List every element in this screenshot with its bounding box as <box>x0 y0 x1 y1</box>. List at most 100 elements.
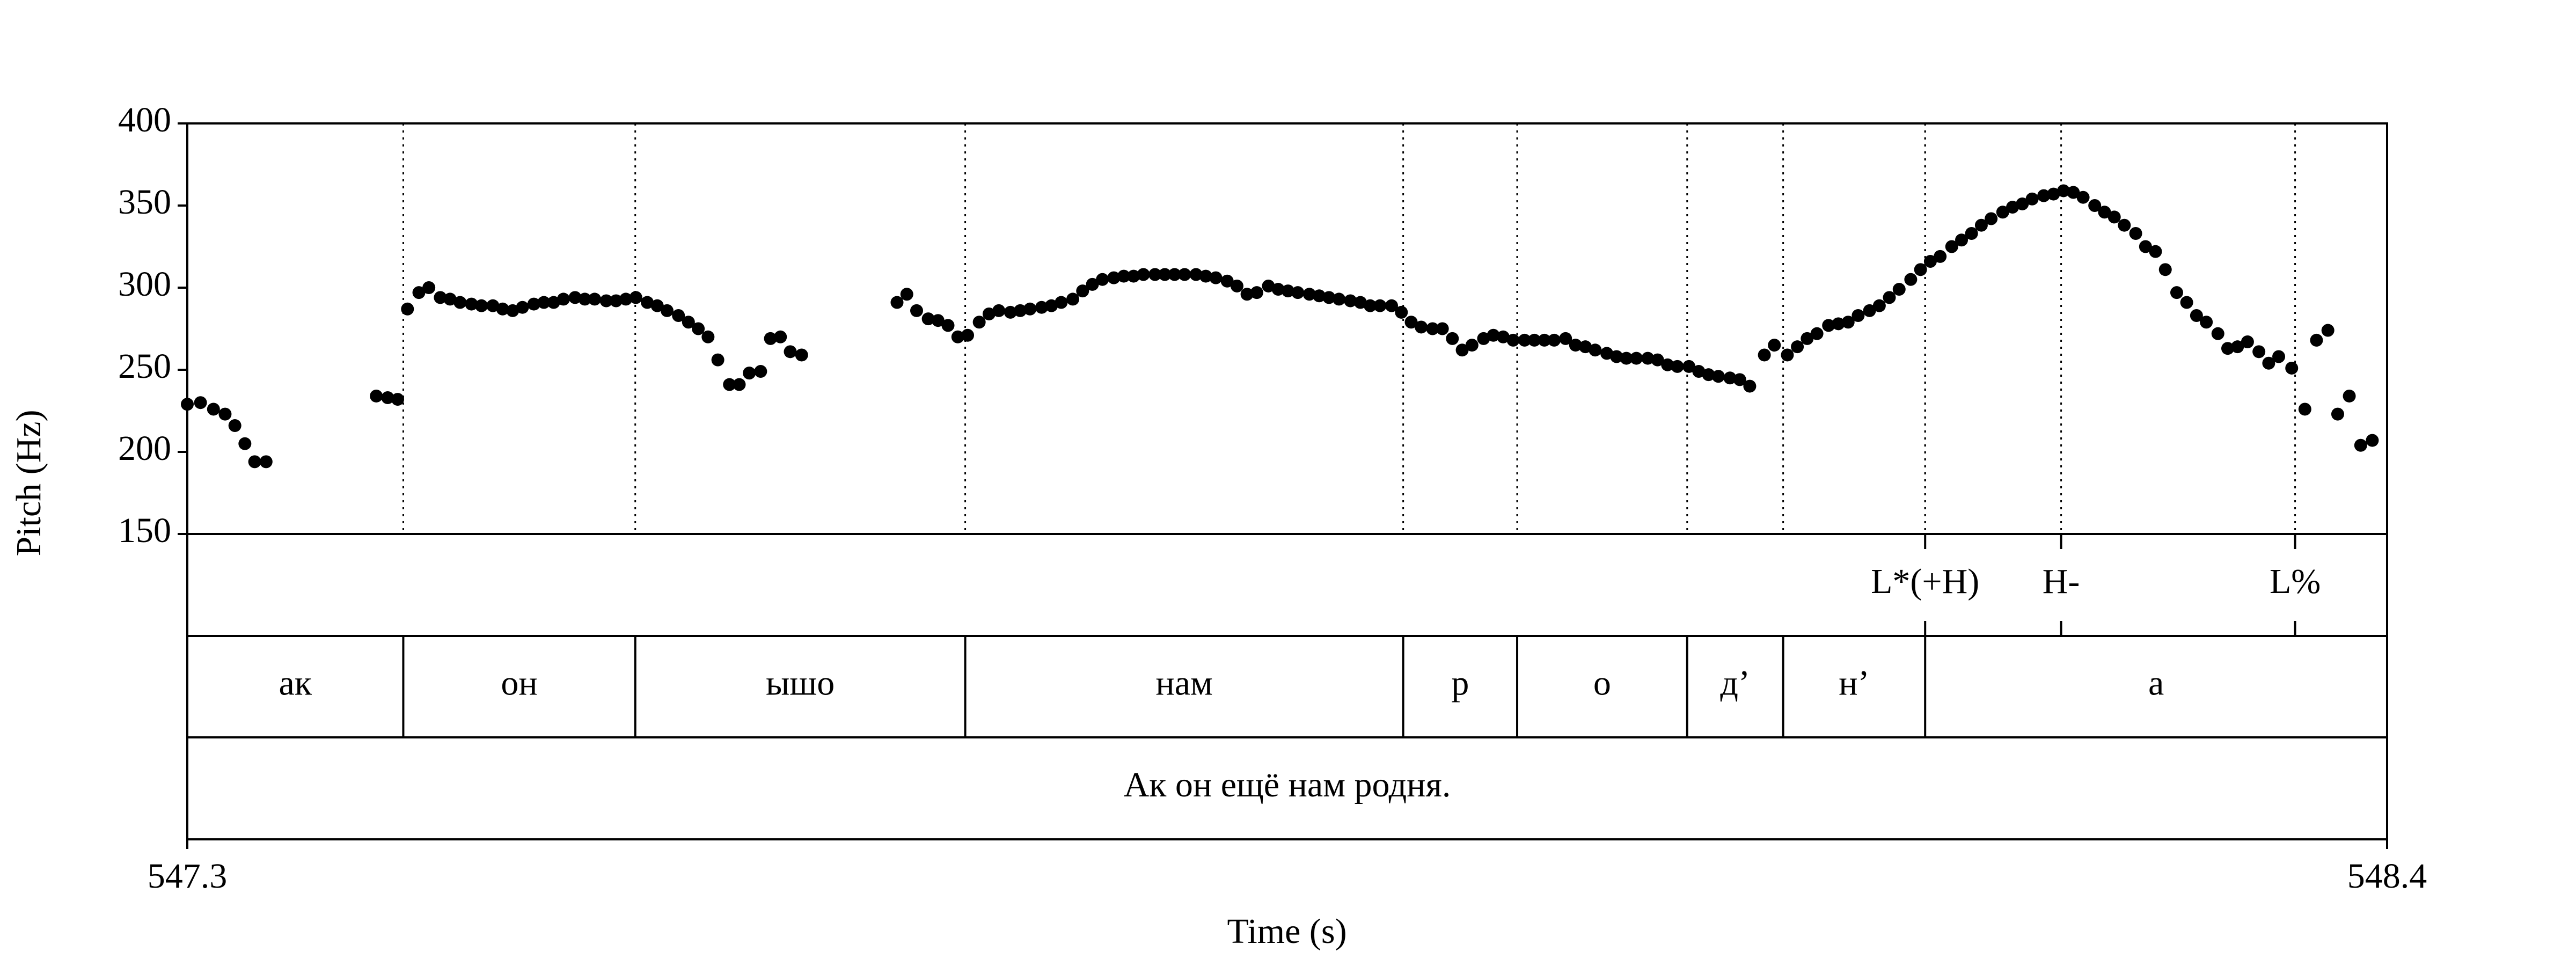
pitch-point <box>650 299 664 312</box>
tone-label: L*(+H) <box>1871 562 1979 601</box>
pitch-point <box>547 296 560 309</box>
pitch-point <box>1333 292 1346 306</box>
pitch-point <box>2098 206 2111 219</box>
pitch-point <box>1066 292 1080 306</box>
pitch-point <box>2118 218 2131 232</box>
pitch-point <box>1822 319 1835 332</box>
pitch-point <box>1158 268 1172 281</box>
pitch-point <box>2321 324 2334 337</box>
pitch-point <box>2190 309 2203 323</box>
pitch-point <box>1641 352 1655 365</box>
pitch-point <box>578 292 591 306</box>
pitch-point <box>910 304 924 317</box>
pitch-point <box>1137 268 1150 281</box>
pitch-point <box>1934 250 1947 263</box>
pitch-point <box>1189 268 1203 281</box>
pitch-point <box>2366 434 2379 447</box>
pitch-point <box>890 296 904 309</box>
pitch-point <box>486 299 500 312</box>
pitch-point <box>1045 299 1058 312</box>
pitch-point <box>1758 348 1771 362</box>
pitch-point <box>1014 304 1027 317</box>
pitch-point <box>1291 286 1305 299</box>
pitch-point <box>1914 263 1927 276</box>
pitch-point <box>1506 333 1520 347</box>
pitch-point <box>2139 240 2152 253</box>
pitch-point <box>723 378 736 391</box>
pitch-point <box>1344 294 1357 308</box>
pitch-point <box>1127 269 1140 283</box>
pitch-point <box>1781 348 1794 362</box>
pitch-point <box>537 296 551 309</box>
pitch-point <box>2211 327 2224 340</box>
pitch-point <box>527 297 540 311</box>
pitch-point <box>2076 191 2090 204</box>
pitch-point <box>1271 283 1285 296</box>
x-axis-label: Time (s) <box>1227 912 1346 951</box>
interval-label: д’ <box>1720 664 1750 703</box>
pitch-point <box>754 365 767 378</box>
pitch-point <box>181 398 194 411</box>
pitch-point <box>733 378 746 391</box>
pitch-point <box>588 292 602 306</box>
pitch-point <box>1477 332 1490 345</box>
pitch-point <box>2016 197 2029 210</box>
pitch-point <box>764 332 777 345</box>
pitch-point <box>2262 356 2275 370</box>
pitch-point <box>401 302 414 316</box>
pitch-point <box>1579 340 1592 354</box>
pitch-point <box>619 292 633 306</box>
pitch-point <box>951 330 964 343</box>
pitch-point <box>2170 286 2183 299</box>
pitch-point <box>1199 269 1212 283</box>
pitch-point <box>982 307 996 320</box>
pitch-point <box>1096 273 1109 286</box>
pitch-point <box>1569 339 1582 352</box>
y-axis-label: Pitch (Hz) <box>9 409 48 556</box>
pitch-point <box>692 322 705 335</box>
pitch-point <box>2231 340 2244 354</box>
pitch-point <box>194 396 207 409</box>
x-tick-label: 547.3 <box>148 857 228 896</box>
pitch-point <box>941 319 955 332</box>
pitch-point <box>2149 245 2162 258</box>
pitch-point <box>370 389 383 402</box>
pitch-point <box>1322 291 1336 304</box>
pitch-point <box>1455 343 1469 357</box>
pitch-point <box>475 299 488 312</box>
interval-label: р <box>1451 664 1469 703</box>
y-tick-label: 200 <box>118 429 171 468</box>
pitch-point <box>412 286 426 299</box>
pitch-point <box>259 455 273 469</box>
pitch-point <box>1518 333 1531 347</box>
pitch-point <box>1945 240 1958 253</box>
pitch-point <box>2252 345 2266 358</box>
pitch-point <box>1178 268 1191 281</box>
pitch-point <box>1538 333 1551 347</box>
pitch-point <box>1547 333 1561 347</box>
pitch-point <box>1415 320 1428 334</box>
pitch-point <box>1661 358 1674 371</box>
pitch-point <box>1313 289 1326 303</box>
pitch-point <box>1220 274 1234 288</box>
pitch-point <box>900 288 913 301</box>
pitch-point <box>1768 339 1781 352</box>
pitch-point <box>921 312 935 326</box>
pitch-point <box>1791 340 1804 354</box>
pitch-point <box>1395 305 1408 319</box>
pitch-point <box>711 353 724 367</box>
pitch-point <box>2285 361 2299 375</box>
pitch-point <box>961 328 975 342</box>
pitch-point <box>1107 271 1121 284</box>
y-tick-label: 400 <box>118 100 171 140</box>
pitch-point <box>1600 347 1613 360</box>
pitch-point <box>1985 212 1998 225</box>
pitch-point <box>1996 206 2009 219</box>
pitch-point <box>1168 268 1181 281</box>
pitch-point <box>1436 322 1449 335</box>
pitch-point <box>1262 279 1275 292</box>
pitch-point <box>599 294 613 308</box>
pitch-point <box>1302 288 1316 301</box>
pitch-point <box>1801 332 1814 345</box>
pitch-point <box>2067 186 2080 199</box>
